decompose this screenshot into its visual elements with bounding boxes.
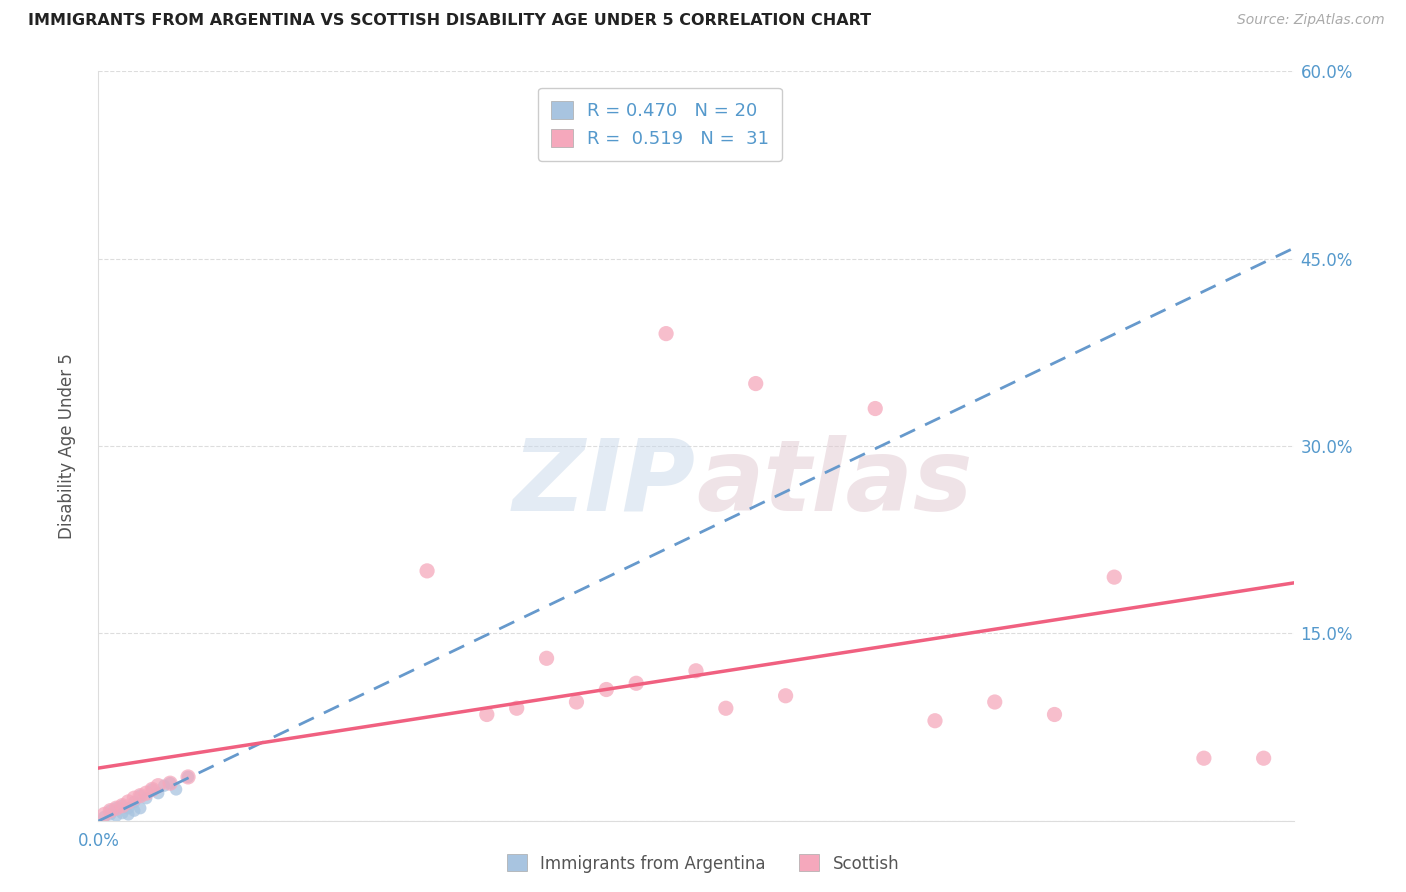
Point: [1043, 707, 1066, 722]
Point: [745, 376, 768, 391]
Point: [93, 810, 115, 824]
Point: [117, 807, 139, 822]
Point: [595, 682, 617, 697]
Point: [98, 804, 122, 818]
Point: [98, 804, 122, 818]
Text: ZIP: ZIP: [513, 435, 696, 532]
Point: [148, 786, 170, 800]
Point: [93, 807, 115, 822]
Point: [117, 795, 139, 809]
Legend: Immigrants from Argentina, Scottish: Immigrants from Argentina, Scottish: [501, 847, 905, 880]
Point: [105, 801, 128, 815]
Point: [865, 401, 887, 416]
Point: [124, 795, 146, 809]
Point: [124, 804, 146, 818]
Point: [655, 326, 678, 341]
Point: [1253, 751, 1275, 765]
Point: [111, 798, 134, 813]
Point: [177, 770, 200, 784]
Point: [135, 791, 157, 805]
Text: atlas: atlas: [696, 435, 973, 532]
Point: [124, 791, 146, 805]
Text: IMMIGRANTS FROM ARGENTINA VS SCOTTISH DISABILITY AGE UNDER 5 CORRELATION CHART: IMMIGRANTS FROM ARGENTINA VS SCOTTISH DI…: [28, 13, 872, 29]
Point: [111, 798, 134, 813]
Text: Source: ZipAtlas.com: Source: ZipAtlas.com: [1237, 13, 1385, 28]
Point: [685, 664, 707, 678]
Point: [105, 801, 128, 815]
Point: [1104, 570, 1126, 584]
Point: [924, 714, 946, 728]
Point: [536, 651, 558, 665]
Point: [506, 701, 529, 715]
Point: [165, 782, 187, 797]
Point: [416, 564, 439, 578]
Point: [111, 806, 134, 821]
Point: [984, 695, 1007, 709]
Point: [153, 779, 176, 793]
Point: [775, 689, 797, 703]
Point: [135, 786, 157, 800]
Point: [714, 701, 737, 715]
Point: [475, 707, 498, 722]
Point: [177, 770, 200, 784]
Point: [1192, 751, 1215, 765]
Point: [98, 807, 122, 822]
Point: [105, 808, 128, 822]
Point: [148, 779, 170, 793]
Point: [159, 776, 181, 790]
Point: [141, 782, 163, 797]
Y-axis label: Disability Age Under 5: Disability Age Under 5: [58, 353, 76, 539]
Legend: R = 0.470   N = 20, R =  0.519   N =  31: R = 0.470 N = 20, R = 0.519 N = 31: [538, 88, 782, 161]
Point: [129, 789, 152, 803]
Point: [626, 676, 648, 690]
Point: [117, 801, 139, 815]
Point: [565, 695, 588, 709]
Point: [129, 789, 152, 803]
Point: [141, 782, 163, 797]
Point: [159, 776, 181, 790]
Point: [129, 801, 152, 815]
